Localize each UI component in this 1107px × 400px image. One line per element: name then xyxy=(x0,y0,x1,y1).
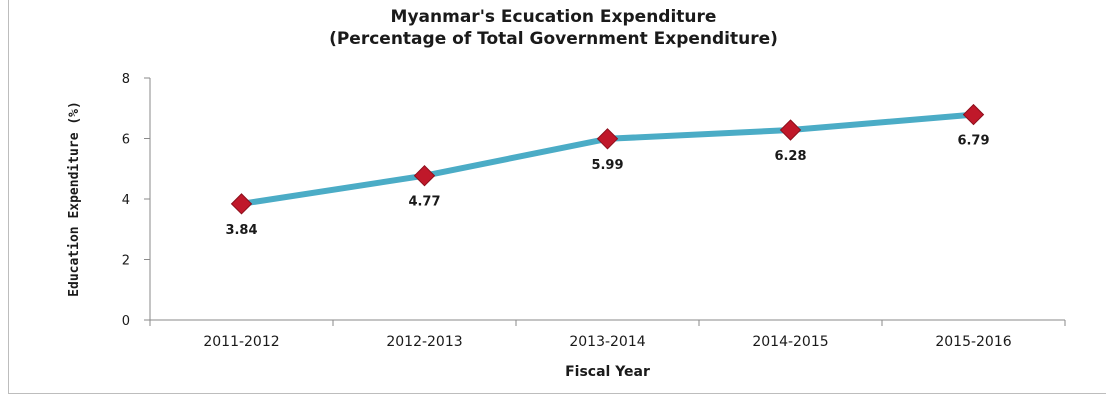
data-label: 4.77 xyxy=(408,195,440,210)
y-ticks: 0 2 4 6 8 xyxy=(122,72,150,329)
x-tick-label: 2015-2016 xyxy=(935,334,1011,350)
y-tick-label: 4 xyxy=(122,193,130,208)
y-tick-label: 8 xyxy=(122,72,130,87)
chart-title: Myanmar's Ecucation Expenditure xyxy=(390,7,717,27)
x-axis-title: Fiscal Year xyxy=(565,364,650,380)
data-point-marker xyxy=(596,128,619,150)
data-point-marker xyxy=(962,103,985,126)
x-tick-label: 2014-2015 xyxy=(752,334,828,350)
y-axis-title: Education Expenditure (%) xyxy=(67,101,82,297)
chart-frame xyxy=(8,0,1106,394)
y-tick-label: 6 xyxy=(122,133,130,148)
data-label: 5.99 xyxy=(591,158,623,173)
chart-title-block: Myanmar's Ecucation Expenditure (Percent… xyxy=(0,6,1107,50)
y-tick-label: 0 xyxy=(122,314,130,329)
x-tick-label: 2013-2014 xyxy=(569,334,645,350)
y-tick-label: 2 xyxy=(122,254,130,269)
chart-subtitle: (Percentage of Total Government Expendit… xyxy=(329,29,778,49)
data-point-marker xyxy=(779,119,802,141)
data-labels: 3.84 4.77 5.99 6.28 6.79 xyxy=(225,134,989,238)
data-point-marker xyxy=(230,193,253,215)
data-markers xyxy=(230,103,985,215)
x-tick-label: 2011-2012 xyxy=(203,334,279,350)
x-ticks: 2011-2012 2012-2013 2013-2014 2014-2015 2015… xyxy=(149,320,1066,350)
data-label: 3.84 xyxy=(225,223,257,238)
data-point-marker xyxy=(413,165,436,187)
data-label: 6.28 xyxy=(774,149,806,164)
x-tick-label: 2012-2013 xyxy=(386,334,462,350)
data-label: 6.79 xyxy=(957,134,989,149)
